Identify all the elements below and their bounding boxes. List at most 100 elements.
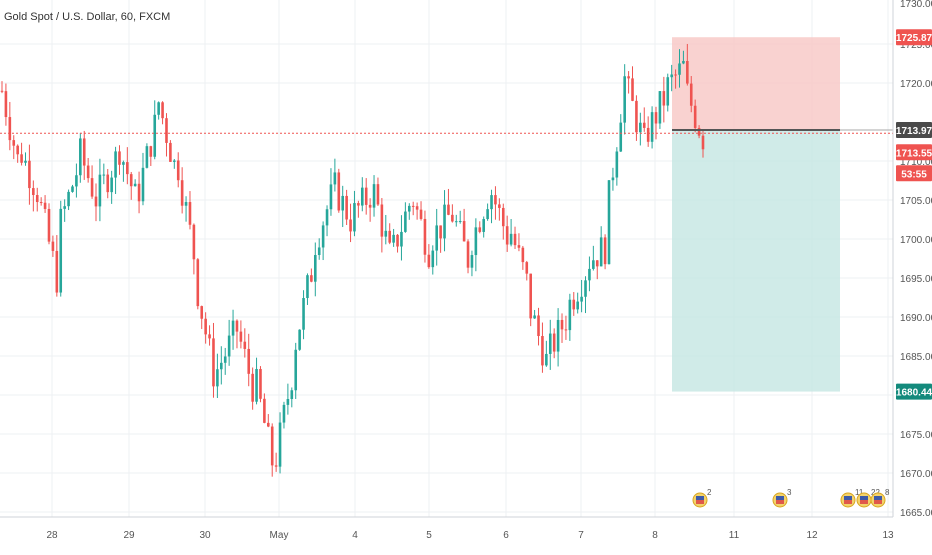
take-profit-zone (672, 130, 840, 392)
candle-body (200, 306, 204, 319)
candle-body (662, 91, 666, 106)
event-flag-icon[interactable]: 3 (772, 488, 792, 508)
candle-body (176, 160, 180, 181)
candle-body (541, 336, 544, 366)
candle-body (223, 356, 227, 363)
candle-body (349, 219, 352, 232)
candle-body (494, 195, 497, 205)
candle-body (380, 204, 384, 237)
candle-body (533, 315, 536, 319)
candle-body (270, 426, 274, 466)
candle-body (286, 398, 290, 405)
candle-body (635, 100, 638, 133)
candle-body (8, 117, 12, 141)
candle-body (501, 207, 505, 227)
candle-body (79, 138, 82, 176)
price-lines (0, 129, 893, 134)
candle-body (208, 334, 211, 339)
candle-body (654, 112, 658, 124)
candle-body (357, 203, 360, 206)
event-count: 11 (855, 488, 864, 497)
candle-body (153, 114, 157, 157)
candle-body (133, 183, 137, 187)
event-flag-canton (696, 496, 704, 500)
countdown-badge-text: 53:55 (901, 169, 927, 180)
candle-body (419, 209, 423, 219)
candle-body (458, 221, 462, 223)
candle-body (122, 162, 125, 165)
event-flag-icon[interactable]: 11 (840, 488, 864, 508)
candle-body (411, 205, 415, 207)
candle-body (686, 60, 689, 84)
candle-body (51, 241, 55, 251)
x-tick-label: 6 (503, 530, 509, 541)
event-count: 22 (871, 488, 880, 497)
candle-body (642, 122, 646, 128)
candle-body (701, 135, 705, 150)
candle-body (447, 204, 450, 215)
candle-body (333, 172, 337, 185)
candle-body (28, 160, 31, 189)
event-flag-stripes (776, 500, 784, 504)
candle-body (184, 202, 188, 206)
candle-body (451, 214, 454, 222)
candle-body (646, 127, 650, 142)
candle-body (0, 90, 4, 92)
y-tick-label: 1720.00 (900, 79, 932, 90)
candle-body (35, 195, 39, 203)
event-flag-canton (860, 496, 868, 500)
event-count: 8 (885, 488, 890, 497)
target-price-badge: 1680.44 (896, 383, 932, 400)
candle-body (650, 112, 654, 142)
candle-body (697, 127, 701, 136)
candle-body (251, 373, 254, 402)
target-price-badge-bg (896, 383, 932, 400)
candle-body (165, 118, 168, 143)
position-zones (672, 37, 840, 392)
candle-body (259, 368, 262, 399)
candle-body (599, 237, 603, 267)
candle-body (588, 268, 591, 281)
candle-body (102, 174, 106, 176)
candle-body (216, 369, 219, 387)
symbol-title: Gold Spot / U.S. Dollar, 60, FXCM (4, 11, 170, 23)
candle-body (75, 175, 78, 187)
x-tick-label: May (270, 530, 289, 541)
candle-body (55, 250, 59, 293)
y-tick-label: 1700.00 (900, 235, 932, 246)
candle-body (407, 205, 411, 212)
event-flag-canton (874, 496, 882, 500)
candle-body (129, 174, 133, 187)
x-tick-label: 28 (46, 530, 58, 541)
candle-body (204, 318, 207, 335)
candle-body (505, 226, 509, 245)
event-markers[interactable]: 2 3 11 22 8 (692, 488, 890, 508)
candle-body (341, 195, 345, 211)
candle-body (118, 151, 121, 165)
event-flag-icon[interactable]: 2 (692, 488, 712, 508)
candle-body (247, 348, 251, 374)
y-tick-label: 1705.00 (900, 196, 932, 207)
candle-body (490, 195, 493, 210)
candle-body (529, 273, 532, 319)
candle-body (682, 60, 685, 64)
candle-body (548, 333, 552, 354)
candle-body (325, 209, 329, 226)
event-flag-icon[interactable]: 8 (870, 488, 890, 508)
candle-body (584, 280, 587, 297)
candle-body (509, 233, 513, 245)
x-tick-label: 8 (652, 530, 658, 541)
candle-body (106, 174, 110, 193)
current-price-badge-text: 1713.55 (896, 148, 932, 159)
candle-body (454, 221, 458, 223)
y-tick-label: 1665.00 (900, 508, 932, 519)
candle-body (639, 122, 642, 133)
candles (0, 43, 705, 477)
candle-body (196, 259, 200, 307)
candle-body (298, 329, 301, 350)
stop-price-badge-text: 1725.87 (896, 33, 932, 44)
x-tick-label: 4 (352, 530, 358, 541)
candle-body (404, 211, 407, 232)
